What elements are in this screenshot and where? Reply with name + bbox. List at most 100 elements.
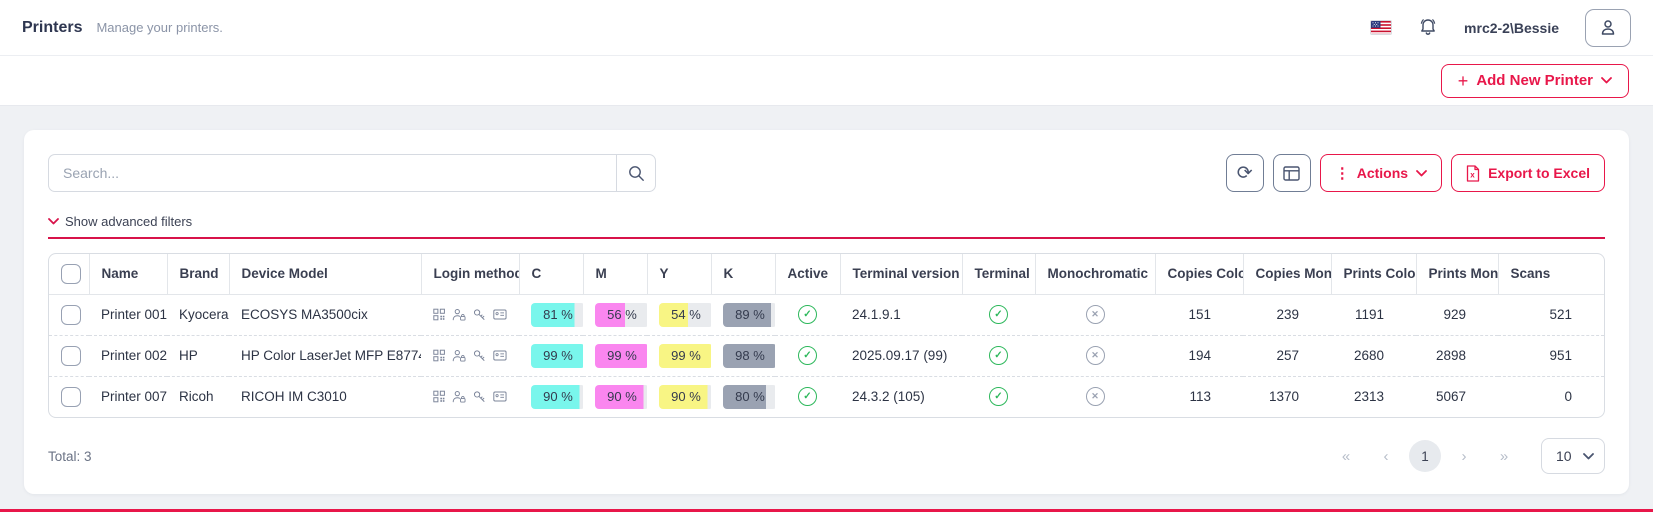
magenta-level-badge: 56 % bbox=[595, 302, 647, 327]
cell-terminal-version: 2025.09.17 (99) bbox=[840, 334, 962, 376]
monochromatic-status-icon: ✕ bbox=[1085, 346, 1105, 365]
cell-prints-mono: 2898 bbox=[1416, 334, 1498, 376]
yellow-level-badge: 54 % bbox=[659, 302, 711, 327]
show-advanced-filters-toggle[interactable]: Show advanced filters bbox=[48, 214, 1605, 229]
bottom-accent-bar bbox=[0, 509, 1653, 512]
column-header-name[interactable]: Name bbox=[89, 254, 168, 295]
column-header-terminal-version[interactable]: Terminal version bbox=[840, 254, 963, 295]
previous-page-button[interactable]: ‹ bbox=[1369, 439, 1403, 473]
us-flag-icon bbox=[1371, 21, 1392, 34]
cell-scans: 951 bbox=[1498, 334, 1604, 376]
svg-text:x: x bbox=[1470, 170, 1475, 179]
cyan-level-badge: 99 % bbox=[531, 343, 583, 368]
cell-device-model: HP Color LaserJet MFP E87740 bbox=[229, 334, 421, 376]
user-icon bbox=[1601, 20, 1615, 35]
filters-divider bbox=[48, 237, 1605, 239]
user-lock-icon bbox=[452, 391, 466, 403]
actions-label: Actions bbox=[1356, 165, 1409, 181]
column-header-active[interactable]: Active bbox=[775, 254, 841, 295]
select-all-checkbox[interactable] bbox=[61, 263, 81, 284]
column-header-prints-color[interactable]: Prints Color bbox=[1331, 254, 1417, 295]
column-settings-button[interactable] bbox=[1272, 154, 1311, 192]
current-page-button[interactable]: 1 bbox=[1409, 440, 1441, 472]
export-to-excel-button[interactable]: x Export to Excel bbox=[1451, 154, 1605, 192]
black-level-badge: 98 % bbox=[723, 343, 775, 368]
cell-prints-color: 2313 bbox=[1331, 375, 1416, 417]
magenta-level-badge: 90 % bbox=[595, 384, 647, 409]
chevron-down-icon bbox=[1416, 169, 1427, 176]
user-menu-button[interactable] bbox=[1585, 8, 1631, 47]
table-row: Printer 001 Kyocera ECOSYS MA3500cix 81 % 56… bbox=[49, 294, 1604, 335]
active-status-icon: ✓ bbox=[798, 305, 817, 324]
black-level-badge: 80 % bbox=[723, 384, 775, 409]
row-checkbox[interactable] bbox=[61, 304, 81, 325]
bell-icon bbox=[1420, 19, 1436, 35]
export-to-excel-label: Export to Excel bbox=[1488, 165, 1590, 181]
chevron-down-icon bbox=[48, 218, 59, 225]
id-card-icon bbox=[493, 309, 507, 320]
column-header-y[interactable]: Y bbox=[647, 254, 712, 295]
column-header-login-methods[interactable]: Login methods bbox=[421, 254, 520, 295]
current-user-label: mrc2-2\Bessie bbox=[1464, 19, 1559, 36]
row-checkbox[interactable] bbox=[61, 345, 81, 366]
id-card-icon bbox=[493, 350, 507, 361]
page-subtitle: Manage your printers. bbox=[96, 20, 223, 35]
cell-brand: HP bbox=[167, 334, 229, 376]
cell-name: Printer 002 bbox=[89, 334, 167, 376]
show-advanced-filters-label: Show advanced filters bbox=[65, 214, 193, 229]
key-icon bbox=[474, 350, 485, 361]
id-card-icon bbox=[493, 391, 507, 402]
refresh-icon: ⟳ bbox=[1236, 162, 1253, 184]
column-header-monochromatic[interactable]: Monochromatic bbox=[1035, 254, 1156, 295]
last-page-button[interactable]: » bbox=[1487, 439, 1521, 473]
cell-device-model: RICOH IM C3010 bbox=[229, 375, 421, 417]
monochromatic-status-icon: ✕ bbox=[1085, 387, 1105, 407]
column-header-prints-mono[interactable]: Prints Mono bbox=[1416, 254, 1499, 295]
column-header-m[interactable]: M bbox=[583, 254, 648, 295]
column-header-c[interactable]: C bbox=[519, 254, 584, 295]
active-status-icon: ✓ bbox=[798, 346, 817, 365]
login-methods-icons bbox=[433, 389, 507, 404]
actions-dropdown-button[interactable]: ⋮ Actions bbox=[1319, 154, 1443, 192]
column-header-k[interactable]: K bbox=[711, 254, 776, 295]
column-header-copies-color[interactable]: Copies Color bbox=[1155, 254, 1244, 295]
cell-prints-color: 2680 bbox=[1331, 334, 1416, 376]
cell-name: Printer 001 bbox=[101, 307, 167, 322]
terminal-status-icon: ✓ bbox=[989, 305, 1008, 324]
cell-name: Printer 007 bbox=[89, 375, 167, 417]
cell-prints-color: 1191 bbox=[1354, 307, 1384, 322]
columns-layout-icon bbox=[1283, 165, 1300, 181]
column-header-copies-mono[interactable]: Copies Mono bbox=[1243, 254, 1332, 295]
page-size-select[interactable]: 10 bbox=[1541, 438, 1605, 474]
user-lock-icon bbox=[452, 350, 466, 362]
next-page-button[interactable]: › bbox=[1447, 439, 1481, 473]
yellow-level-badge: 90 % bbox=[659, 384, 711, 409]
add-new-printer-button[interactable]: + Add New Printer bbox=[1440, 63, 1629, 98]
cell-copies-mono: 1370 bbox=[1243, 375, 1331, 417]
column-header-brand[interactable]: Brand bbox=[167, 254, 230, 295]
cyan-level-badge: 81 % bbox=[531, 302, 583, 327]
column-header-device-model[interactable]: Device Model bbox=[229, 254, 422, 295]
search-button[interactable] bbox=[616, 154, 656, 192]
cell-brand: Ricoh bbox=[167, 375, 229, 417]
column-header-scans[interactable]: Scans bbox=[1498, 254, 1604, 295]
pagination: « ‹ 1 › » 10 bbox=[1329, 438, 1605, 474]
login-methods-icons bbox=[433, 348, 507, 363]
qr-code-icon bbox=[433, 349, 445, 362]
column-header-terminal[interactable]: Terminal bbox=[962, 254, 1036, 295]
language-flag-icon[interactable] bbox=[1370, 20, 1393, 35]
cell-copies-color: 113 bbox=[1155, 375, 1243, 417]
key-icon bbox=[474, 309, 485, 320]
main-content: ⟳ ⋮ Actions bbox=[0, 106, 1653, 512]
notifications-button[interactable] bbox=[1418, 17, 1438, 38]
row-checkbox[interactable] bbox=[61, 386, 81, 407]
cell-terminal-version: 24.1.9.1 bbox=[852, 307, 901, 322]
user-lock-icon bbox=[452, 309, 466, 321]
excel-file-icon: x bbox=[1466, 164, 1480, 182]
monochromatic-status-icon: ✕ bbox=[1085, 305, 1105, 324]
first-page-button[interactable]: « bbox=[1329, 439, 1363, 473]
login-methods-icons bbox=[433, 307, 507, 322]
search-input[interactable] bbox=[48, 154, 616, 192]
table-header-row: Name Brand Device Model Login methods C … bbox=[49, 254, 1604, 295]
refresh-button[interactable]: ⟳ bbox=[1225, 154, 1264, 192]
